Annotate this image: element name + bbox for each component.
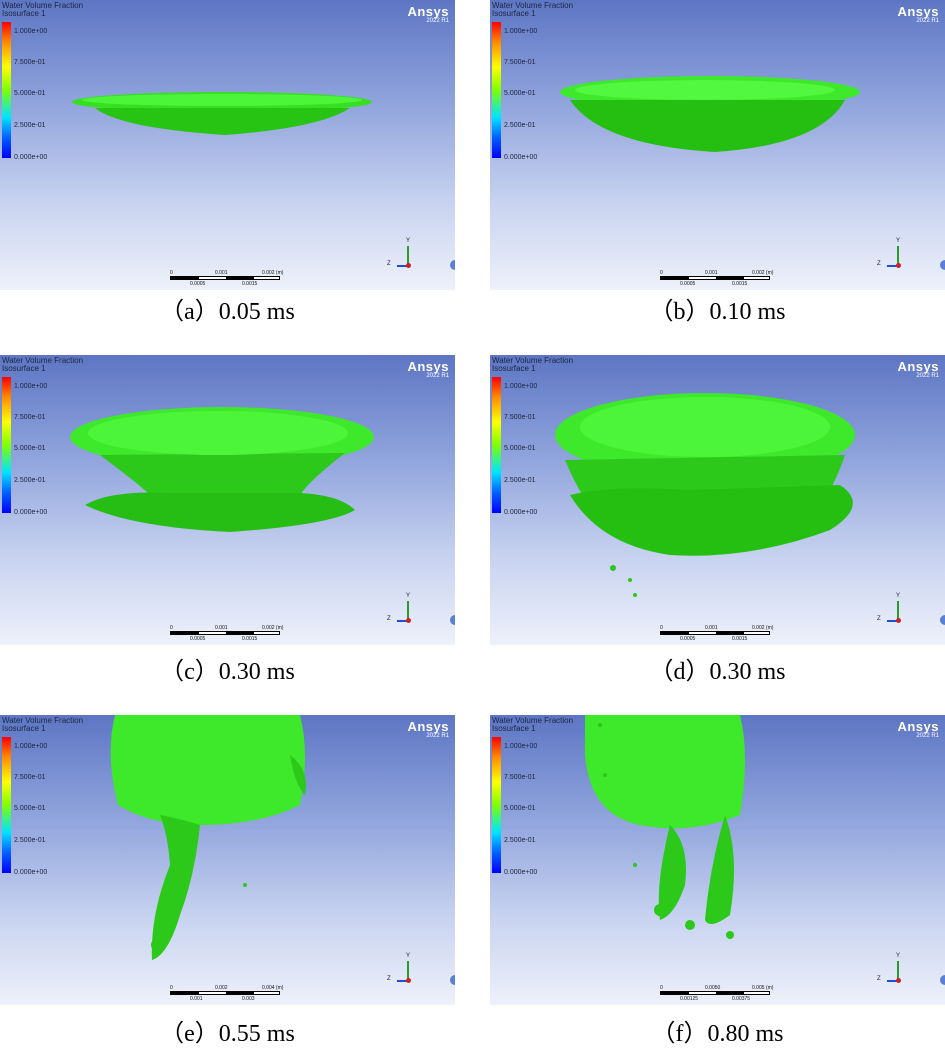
legend-title: Water Volume Fraction Isosurface 1 [2, 716, 84, 733]
fluid-isosurface [110, 715, 306, 960]
scale-bar: 0 0.001 0.002 (m) 0.0005 0.0015 [170, 625, 284, 642]
colorbar-tick: 5.000e-01 [14, 90, 46, 97]
colorbar-tick: 5.000e-01 [504, 805, 536, 812]
ansys-logo: Ansys 2022 R1 [897, 719, 939, 739]
colorbar [492, 22, 501, 158]
scale-bar: 0 0.001 0.002 (m) 0.0005 0.0015 [660, 625, 774, 642]
colorbar [2, 22, 11, 158]
fluid-isosurface [555, 393, 855, 597]
panel-caption: （e）0.55 ms [160, 1021, 295, 1047]
fluid-isosurface [560, 76, 860, 152]
colorbar-tick: 7.500e-01 [14, 774, 46, 781]
colorbar [2, 377, 11, 513]
scale-bar: 0 0.002 0.004 (m) 0.001 0.003 [170, 985, 284, 1002]
viewport-edge-icon [450, 260, 455, 270]
colorbar-tick: 2.500e-01 [504, 477, 536, 484]
colorbar-tick: 7.500e-01 [504, 59, 536, 66]
colorbar-tick: 2.500e-01 [14, 122, 46, 129]
simulation-panel: Water Volume Fraction Isosurface 1 1.000e+… [490, 715, 945, 1005]
simulation-panel: Water Volume Fraction Isosurface 1 1.000e+… [0, 0, 455, 290]
panel-caption: （b）0.10 ms [649, 299, 786, 325]
colorbar [2, 737, 11, 873]
panel-caption: （f）0.80 ms [651, 1021, 784, 1047]
simulation-panel: Water Volume Fraction Isosurface 1 1.000e+… [490, 0, 945, 290]
colorbar-tick: 1.000e+00 [14, 743, 48, 750]
viewport-edge-icon [940, 615, 945, 625]
legend-title: Water Volume Fraction Isosurface 1 [492, 716, 574, 733]
viewport-edge-icon [940, 975, 945, 985]
colorbar-tick: 0.000e+00 [504, 154, 538, 161]
panel-caption: （c）0.30 ms [160, 659, 295, 685]
colorbar-tick: 0.000e+00 [14, 509, 48, 516]
colorbar-tick: 7.500e-01 [14, 59, 46, 66]
colorbar-tick: 2.500e-01 [14, 477, 46, 484]
ansys-logo: Ansys 2022 R1 [407, 719, 449, 739]
colorbar-tick: 5.000e-01 [504, 445, 536, 452]
scale-bar: 0 0.001 0.002 (m) 0.0005 0.0015 [170, 270, 284, 287]
colorbar-tick: 2.500e-01 [504, 122, 536, 129]
legend-title: Water Volume Fraction Isosurface 1 [2, 1, 84, 18]
colorbar-tick: 1.000e+00 [14, 28, 48, 35]
colorbar-tick: 0.000e+00 [504, 869, 538, 876]
panel-caption: （d）0.30 ms [649, 659, 786, 685]
colorbar-tick: 5.000e-01 [14, 445, 46, 452]
colorbar [492, 737, 501, 873]
colorbar-tick: 7.500e-01 [504, 414, 536, 421]
fluid-isosurface [72, 92, 372, 135]
viewport-edge-icon [940, 260, 945, 270]
colorbar-tick: 0.000e+00 [14, 869, 48, 876]
ansys-logo: Ansys 2022 R1 [407, 359, 449, 379]
viewport-edge-icon [450, 975, 455, 985]
colorbar-tick: 1.000e+00 [14, 383, 48, 390]
ansys-logo: Ansys 2022 R1 [897, 4, 939, 24]
colorbar-tick: 1.000e+00 [504, 383, 538, 390]
simulation-panel: Water Volume Fraction Isosurface 1 1.000e+… [0, 715, 455, 1005]
panel-caption: （a）0.05 ms [160, 299, 295, 325]
colorbar-tick: 0.000e+00 [14, 154, 48, 161]
colorbar-tick: 5.000e-01 [14, 805, 46, 812]
colorbar-tick: 7.500e-01 [504, 774, 536, 781]
colorbar-tick: 2.500e-01 [504, 837, 536, 844]
colorbar-tick: 7.500e-01 [14, 414, 46, 421]
fluid-isosurface [70, 407, 374, 532]
scale-bar: 0 0.001 0.002 (m) 0.0005 0.0015 [660, 270, 774, 287]
ansys-logo: Ansys 2022 R1 [407, 4, 449, 24]
colorbar-tick: 2.500e-01 [14, 837, 46, 844]
colorbar-tick: 5.000e-01 [504, 90, 536, 97]
simulation-panel: Water Volume Fraction Isosurface 1 1.000e+… [490, 355, 945, 645]
legend-title: Water Volume Fraction Isosurface 1 [492, 356, 574, 373]
simulation-panel: Water Volume Fraction Isosurface 1 1.000e+… [0, 355, 455, 645]
fluid-isosurface [585, 715, 745, 939]
colorbar-tick: 1.000e+00 [504, 28, 538, 35]
colorbar-tick: 1.000e+00 [504, 743, 538, 750]
scale-bar: 0 0.0050 0.005 (m) 0.00125 0.00375 [660, 985, 774, 1002]
legend-title: Water Volume Fraction Isosurface 1 [2, 356, 84, 373]
colorbar-tick: 0.000e+00 [504, 509, 538, 516]
colorbar [492, 377, 501, 513]
legend-title: Water Volume Fraction Isosurface 1 [492, 1, 574, 18]
viewport-edge-icon [450, 615, 455, 625]
ansys-logo: Ansys 2022 R1 [897, 359, 939, 379]
